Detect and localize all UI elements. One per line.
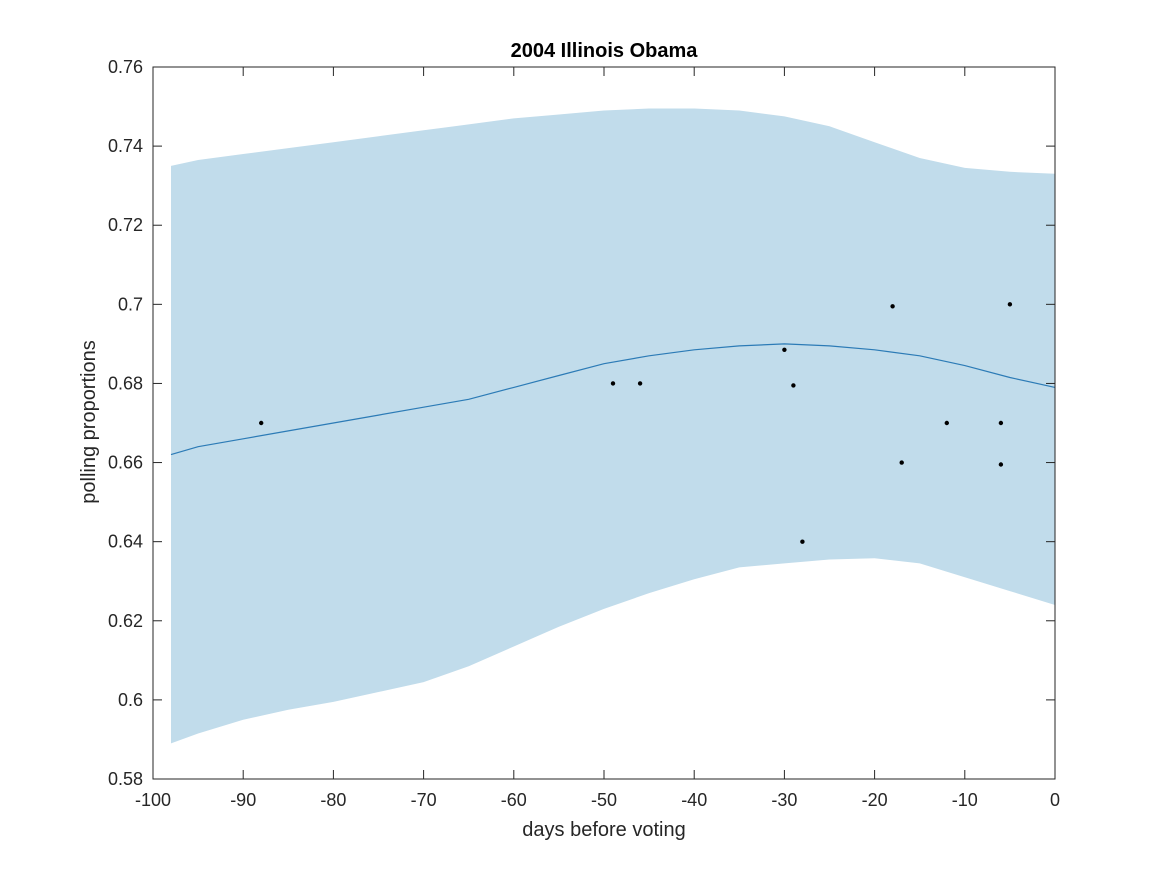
poll-point bbox=[899, 460, 904, 465]
x-tick-label: -90 bbox=[230, 790, 256, 810]
poll-point bbox=[791, 383, 796, 388]
y-tick-label: 0.66 bbox=[108, 453, 143, 473]
poll-point bbox=[637, 381, 643, 386]
x-tick-label: -30 bbox=[771, 790, 797, 810]
poll-point bbox=[1007, 302, 1013, 307]
y-tick-label: 0.76 bbox=[108, 57, 143, 77]
x-tick-label: -60 bbox=[501, 790, 527, 810]
mean-line bbox=[170, 343, 1056, 456]
axes: -100 -90 -80 -70 -60 -50 -40 -30 -20 -10 00.580.60… bbox=[108, 57, 1060, 810]
x-tick-label: -100 bbox=[135, 790, 171, 810]
y-tick-label: 0.64 bbox=[108, 532, 143, 552]
y-tick-label: 0.62 bbox=[108, 611, 143, 631]
poll-point bbox=[800, 539, 805, 544]
y-tick-label: 0.74 bbox=[108, 136, 143, 156]
poll-point bbox=[998, 420, 1004, 426]
x-tick-label: -40 bbox=[681, 790, 707, 810]
poll-point bbox=[998, 462, 1004, 467]
y-tick-label: 0.68 bbox=[108, 373, 143, 393]
poll-point bbox=[610, 381, 616, 386]
x-tick-label: 0 bbox=[1050, 790, 1060, 810]
poll-point bbox=[890, 304, 895, 309]
y-tick-label: 0.58 bbox=[108, 769, 143, 789]
y-tick-label: 0.7 bbox=[118, 294, 143, 314]
x-tick-label: -20 bbox=[862, 790, 888, 810]
y-tick-label: 0.72 bbox=[108, 215, 143, 235]
poll-point bbox=[944, 420, 949, 426]
chart-title: 2004 Illinois Obama bbox=[511, 40, 699, 62]
y-axis-label: polling proportions bbox=[78, 340, 100, 503]
x-axis-label: days before voting bbox=[522, 819, 685, 841]
plot-area bbox=[170, 108, 1056, 744]
x-tick-label: -10 bbox=[952, 790, 978, 810]
poll-point bbox=[782, 347, 787, 352]
x-tick-label: -50 bbox=[591, 790, 617, 810]
y-tick-label: 0.6 bbox=[118, 690, 143, 710]
confidence-band bbox=[171, 108, 1055, 744]
x-tick-label: -80 bbox=[320, 790, 346, 810]
poll-point bbox=[259, 420, 264, 426]
x-tick-label: -70 bbox=[411, 790, 437, 810]
